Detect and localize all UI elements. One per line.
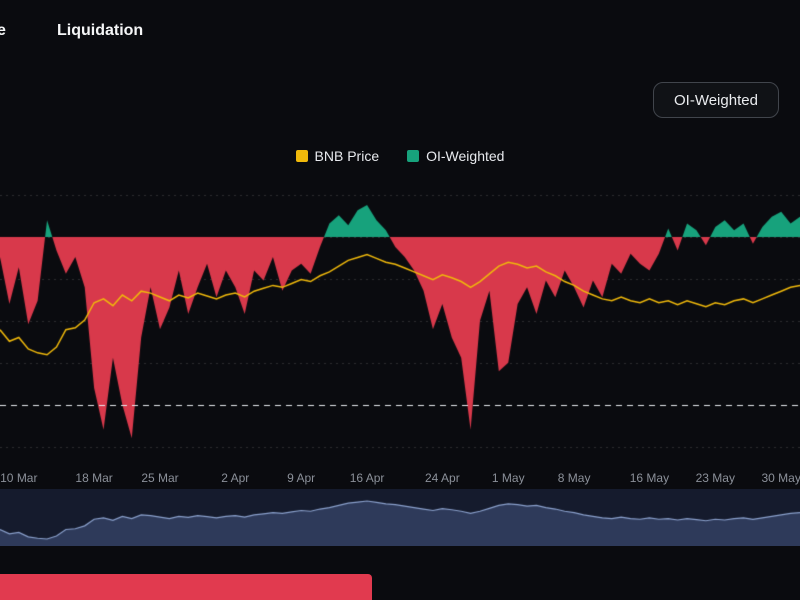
tab-liquidation[interactable]: Liquidation: [57, 22, 144, 39]
chart-navigator[interactable]: [0, 489, 800, 546]
x-axis-label: 24 Apr: [424, 471, 460, 485]
legend-label: BNB Price: [314, 148, 380, 164]
x-axis-label: 16 Apr: [349, 471, 385, 485]
x-axis-label: 10 Mar: [0, 471, 38, 485]
oi-weighted-swatch-icon: [407, 150, 420, 162]
bnb-price-swatch-icon: [295, 150, 308, 162]
x-axis-label: 2 Apr: [221, 471, 250, 485]
x-axis-label: 1 May: [491, 471, 525, 485]
x-axis-label: 9 Apr: [287, 471, 316, 485]
oi-weighted-button[interactable]: OI-Weighted: [653, 82, 779, 118]
x-axis-label: 8 May: [557, 471, 591, 485]
legend-item-bnb-price[interactable]: BNB Price: [295, 148, 380, 164]
x-axis-label: 23 May: [695, 471, 735, 485]
legend-item-oi-weighted[interactable]: OI-Weighted: [407, 148, 504, 164]
bottom-partial-red-element[interactable]: [0, 574, 372, 600]
x-axis-label: 16 May: [629, 471, 670, 485]
x-axis: 10 Mar 18 Mar 25 Mar 2 Apr 9 Apr 16 Apr 24 Apr…: [0, 471, 800, 489]
x-axis-label: 30 May: [761, 471, 800, 485]
funding-rate-chart[interactable]: [0, 185, 800, 460]
legend-label: OI-Weighted: [426, 148, 505, 164]
tab-partial[interactable]: e: [0, 22, 6, 39]
chart-legend: BNB Price OI-Weighted: [0, 148, 800, 164]
x-axis-label: 18 Mar: [75, 471, 113, 485]
x-axis-label: 25 Mar: [141, 471, 179, 485]
